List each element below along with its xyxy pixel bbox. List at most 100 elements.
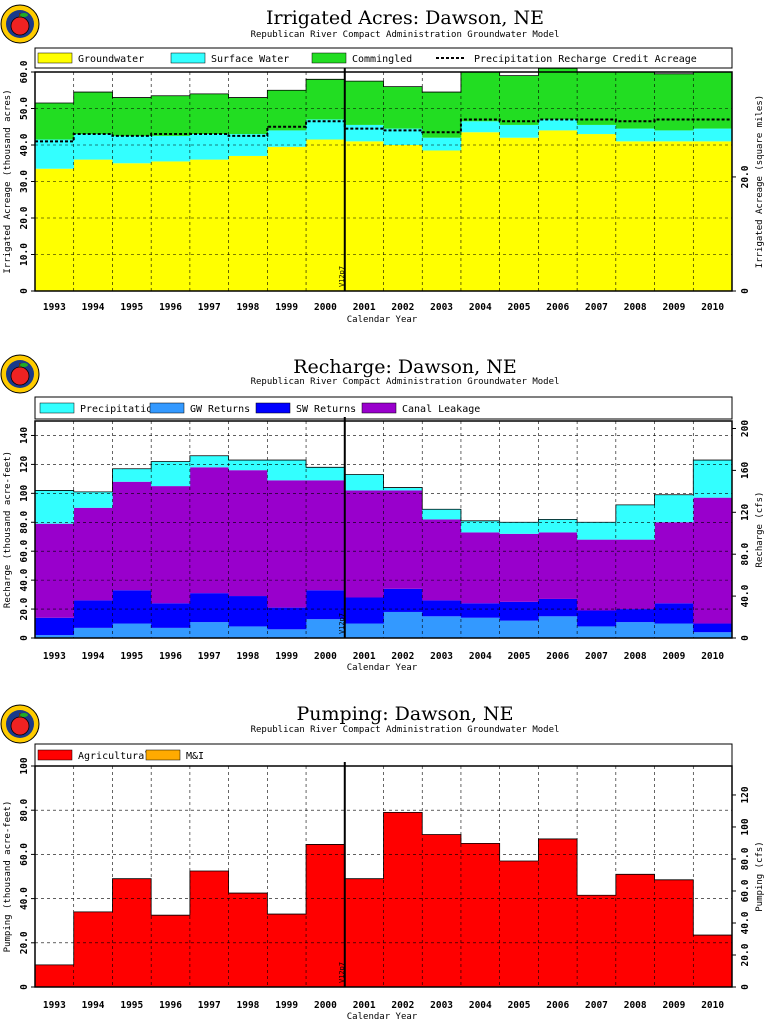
y-tick-label: 60.0 [19,60,30,83]
legend-swatch [37,52,73,64]
data-bar [306,119,346,140]
model-version-label: V12p7 [338,962,346,983]
x-tick-label: 1993 [43,1000,66,1011]
x-tick-label: 2000 [314,302,337,313]
data-bar [267,90,307,131]
y2-tick-label: 60.0 [740,879,751,902]
y-tick-label: 50.0 [19,97,30,120]
y-tick-label: 20.0 [19,597,30,620]
data-bar [344,490,384,598]
data-bar [460,520,500,533]
legend-swatch [311,52,347,64]
y2-tick-label: 200 [740,420,751,437]
y2-tick-label: 20.0 [740,943,751,966]
y-axis-left: 0 10.0 20.0 30.0 40.0 50.0 60.0 [19,60,35,294]
data-bar [267,480,307,608]
y2-axis-title: Pumping (cfs) [755,841,765,911]
y2-tick-label: 0 [740,635,751,641]
series-precipitation [35,455,733,540]
data-bar [112,163,152,291]
data-bar [35,168,75,291]
data-bar [577,72,617,125]
x-tick-label: 1999 [275,302,298,313]
y-axis-left: 0 20.0 40.0 60.0 80.0 100 [19,757,35,990]
y-tick-label: 140 [19,427,30,444]
x-tick-label: 2006 [546,302,569,313]
data-bar [344,597,384,624]
series-agricultural [35,812,733,987]
data-bar [654,130,694,142]
x-axis: 1993 1994 1995 1996 1997 1998 1999 2000 2001 2002… [43,1000,724,1011]
x-tick-label: 2010 [701,302,724,313]
data-bar [538,616,578,638]
x-tick-label: 2004 [469,1000,492,1011]
x-axis: 1993 1994 1995 1996 1997 1998 1999 2000 2001 2002… [43,651,724,662]
legend-box [34,47,733,69]
legend-swatch [37,749,73,761]
x-axis-title: Calendar Year [347,315,418,325]
data-bar [615,128,655,142]
x-tick-label: 2005 [508,651,531,662]
data-bar [267,914,307,987]
y2-tick-label: 100 [740,818,751,835]
data-bar [73,627,113,638]
y-tick-label: 60.0 [19,843,30,866]
y-axis-title: Pumping (thousand acre-feet) [3,801,13,953]
y-axis-right: 020.0 [732,165,751,294]
x-tick-label: 1997 [198,302,221,313]
x-tick-label: 2010 [701,651,724,662]
y-tick-label: 40.0 [19,568,30,591]
data-bar [383,611,423,638]
data-bar [654,603,694,624]
data-bar [344,124,384,142]
data-bar [383,487,423,491]
y-tick-label: 0 [19,288,30,294]
data-bar [112,135,152,164]
x-tick-label: 2003 [430,1000,453,1011]
legend-label: GW Returns [190,404,250,415]
x-tick-label: 2006 [546,1000,569,1011]
data-bar [189,622,229,638]
data-bar [538,119,578,131]
y2-tick-label: 80.0 [740,542,751,565]
apple-logo-icon [0,4,40,44]
x-tick-label: 2007 [585,1000,608,1011]
y2-tick-label: 40.0 [740,584,751,607]
y2-tick-label: 0 [740,984,751,990]
series-commingled [35,68,733,140]
y-tick-label: 80.0 [19,511,30,534]
data-bar [112,97,152,136]
data-bar [499,75,539,125]
data-bar [151,95,191,136]
x-tick-label: 2007 [585,651,608,662]
series-groundwater [35,130,733,291]
x-tick-label: 1993 [43,302,66,313]
data-bar [228,134,268,156]
data-bar [73,134,113,160]
data-bar [306,844,346,987]
data-bar [151,627,191,638]
data-bar [228,155,268,291]
data-bar [151,486,191,604]
x-tick-label: 1996 [159,1000,182,1011]
x-tick-label: 2009 [662,651,685,662]
x-tick-label: 1993 [43,651,66,662]
y-tick-label: 100 [19,484,30,501]
data-bar [499,137,539,291]
x-tick-label: 1999 [275,1000,298,1011]
legend: Precipitation GW Returns SW Returns Canal L… [34,396,733,420]
data-bar [73,911,113,987]
data-bar [189,93,229,135]
x-axis: 1993 1994 1995 1996 1997 1998 1999 2000 2001 2002… [43,302,724,313]
legend-label: Commingled [352,54,412,65]
y-axis-title: Irrigated Acreage (thousand acres) [3,89,13,273]
x-tick-label: 2003 [430,302,453,313]
data-bar [73,491,113,508]
y-tick-label: 10.0 [19,243,30,266]
data-bar [151,135,191,162]
series-gw-returns [35,611,733,638]
x-tick-label: 1998 [237,1000,260,1011]
x-tick-label: 2004 [469,302,492,313]
